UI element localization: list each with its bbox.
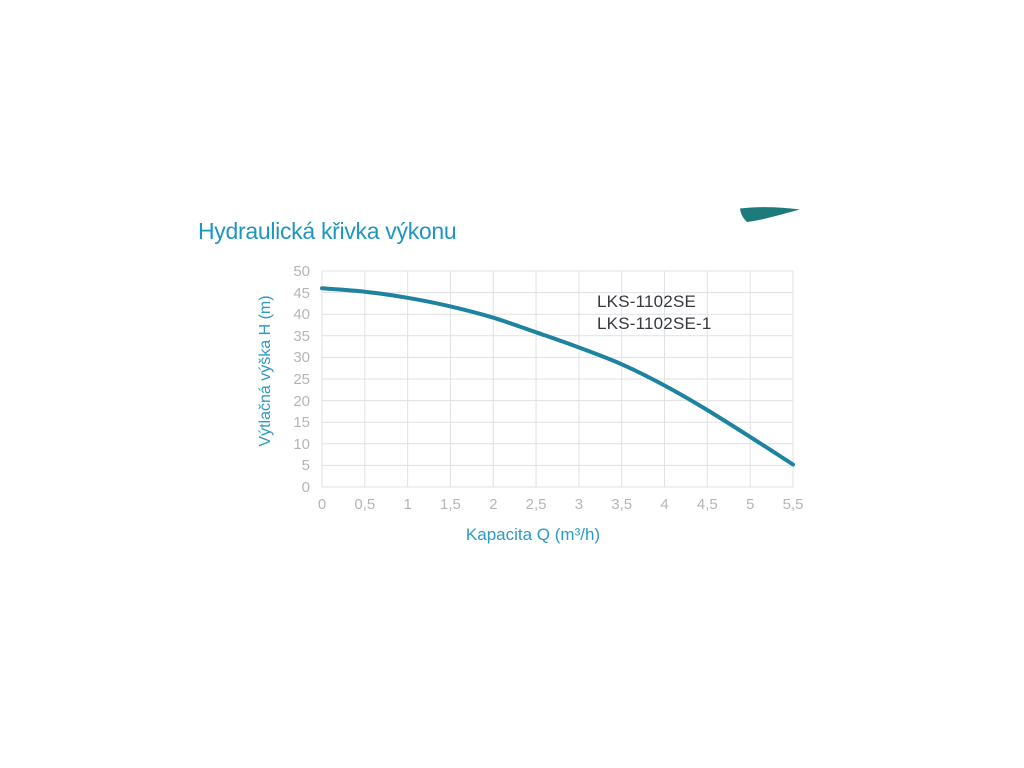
logo-swoosh bbox=[740, 207, 800, 222]
y-tick-label: 35 bbox=[293, 327, 310, 345]
y-tick-label: 30 bbox=[293, 349, 310, 367]
legend-entry-2: LKS-1102SE-1 bbox=[597, 314, 712, 333]
y-tick-label: 15 bbox=[293, 414, 310, 432]
y-tick-label: 50 bbox=[293, 263, 310, 280]
x-axis-title: Kapacita Q (m³/h) bbox=[465, 525, 601, 544]
x-tick-label: 1 bbox=[403, 496, 412, 513]
x-tick-label: 4,5 bbox=[696, 496, 718, 513]
y-tick-label: 25 bbox=[293, 371, 310, 388]
y-tick-label: 45 bbox=[293, 284, 310, 302]
x-tick-label: 5,5 bbox=[782, 496, 804, 513]
y-tick-label: 10 bbox=[293, 435, 310, 453]
y-tick-label: 40 bbox=[293, 306, 310, 324]
x-tick-label: 4 bbox=[660, 496, 669, 513]
chart-legend: LKS-1102SE LKS-1102SE-1 bbox=[597, 291, 712, 335]
x-tick-label: 2,5 bbox=[525, 496, 547, 513]
x-tick-label: 0,5 bbox=[354, 496, 376, 513]
x-tick-label: 3,5 bbox=[611, 496, 633, 513]
x-tick-label: 2 bbox=[489, 496, 498, 513]
performance-curve bbox=[320, 286, 795, 467]
y-tick-label: 20 bbox=[293, 392, 310, 410]
x-tick-label: 1,5 bbox=[440, 496, 461, 513]
x-tick-label: 5 bbox=[746, 496, 755, 513]
logo-swoosh-shape bbox=[740, 207, 800, 222]
legend-entry-1: LKS-1102SE bbox=[597, 292, 697, 311]
y-tick-label: 0 bbox=[301, 479, 310, 496]
y-tick-label: 5 bbox=[301, 457, 310, 475]
y-axis-title: Výtlačná výška H (m) bbox=[257, 295, 274, 447]
x-tick-label: 0 bbox=[317, 496, 327, 513]
chart-title: Hydraulická křivka výkonu bbox=[198, 218, 457, 244]
x-tick-label: 3 bbox=[574, 496, 584, 513]
